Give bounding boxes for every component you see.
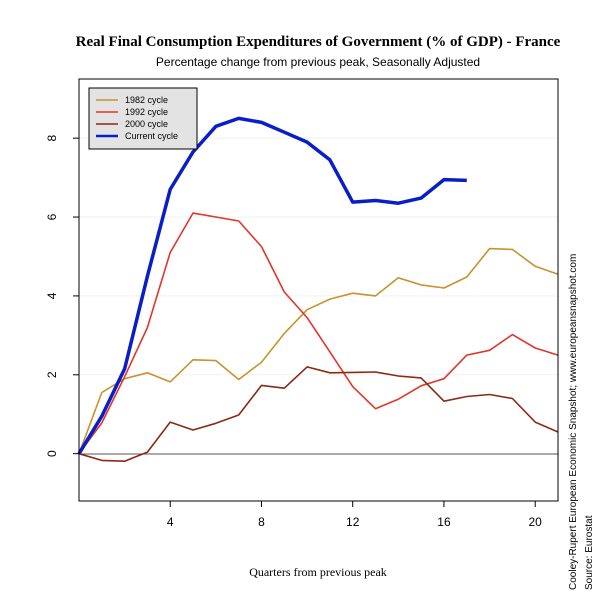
legend-label: Current cycle	[125, 131, 178, 141]
series-line-1992-cycle	[78, 212, 559, 455]
x-tick-label: 8	[258, 515, 265, 529]
legend-label: 1992 cycle	[125, 107, 168, 117]
x-tick-label: 12	[346, 515, 360, 529]
x-tick-label: 4	[167, 515, 174, 529]
y-tick-label: 4	[45, 292, 59, 299]
plot-frame	[78, 78, 559, 502]
x-axis-label: Quarters from previous peak	[249, 565, 387, 579]
y-tick-label: 6	[45, 213, 59, 220]
attribution-note: Cooley-Rupert European Economic Snapshot…	[568, 254, 579, 590]
y-tick-label: 2	[45, 371, 59, 378]
chart-subtitle: Percentage change from previous peak, Se…	[156, 55, 480, 69]
source-note: Source: Eurostat	[584, 515, 595, 590]
x-axis: 4 8 12 16 20	[167, 501, 542, 529]
series-lines	[77, 116, 559, 463]
y-tick-label: 8	[45, 135, 59, 142]
legend-label: 2000 cycle	[125, 119, 168, 129]
legend: 1982 cycle 1992 cycle 2000 cycle Current cy…	[88, 87, 198, 150]
y-tick-label: 0	[45, 450, 59, 457]
series-line-current-cycle	[77, 116, 467, 455]
x-tick-label: 16	[437, 515, 451, 529]
legend-label: 1982 cycle	[125, 95, 168, 105]
y-axis: 0 2 4 6 8	[45, 135, 79, 457]
series-line-1982-cycle	[78, 247, 559, 454]
x-tick-label: 20	[529, 515, 543, 529]
legend-box	[88, 87, 198, 150]
chart-title: Real Final Consumption Expenditures of G…	[76, 34, 561, 50]
series-line-2000-cycle	[78, 366, 559, 463]
